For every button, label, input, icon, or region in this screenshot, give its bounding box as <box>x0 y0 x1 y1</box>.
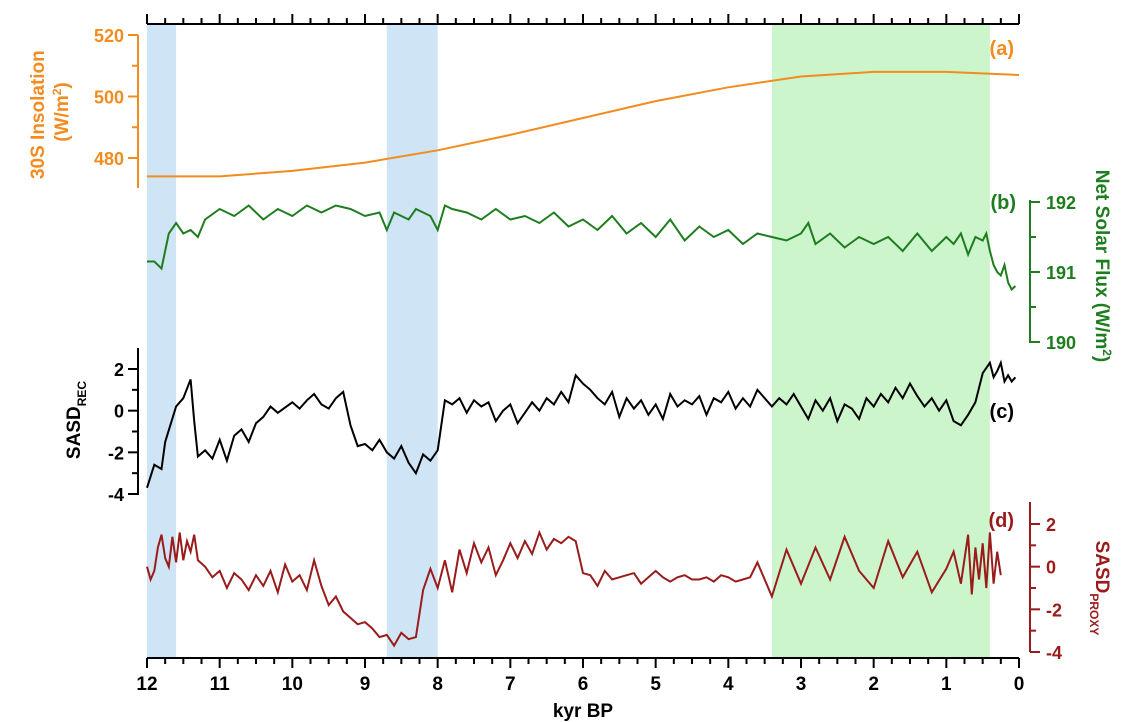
panel-d-y-tick-label: -4 <box>1046 643 1062 663</box>
panel-c-y-axis: -4 -2 0 2 <box>108 348 139 505</box>
panel-c-y-tick-label: -4 <box>108 485 124 505</box>
panel-d-y-tick-label: 0 <box>1046 558 1056 578</box>
x-tick-label: 7 <box>505 674 516 695</box>
panel-d-axis-label: SASDPROXY <box>1087 541 1112 636</box>
panel-d-axis-label-main: SASD <box>1091 541 1112 594</box>
panel-c-y-tick-label: 2 <box>114 360 124 380</box>
bottom-axis-ticks <box>146 658 1020 668</box>
top-axis-ticks <box>146 14 1020 24</box>
panel-d-axis-label-subscript: PROXY <box>1087 593 1101 635</box>
panel-c-label: (c) <box>990 401 1014 423</box>
bottom-axis: 12 11 10 9 8 7 6 5 4 3 2 1 0 kyr BP <box>136 657 1024 722</box>
x-tick-label: 12 <box>136 674 157 695</box>
panel-b-y-tick-label: 192 <box>1046 193 1076 213</box>
panel-b-y-tick-label: 190 <box>1046 333 1076 353</box>
panel-a: 480 500 520 30S Insolation (W/m2) (a) <box>28 26 1020 188</box>
x-tick-label: 9 <box>360 674 371 695</box>
panel-b-y-tick-label: 191 <box>1046 263 1076 283</box>
panel-b-series-line <box>147 204 1017 292</box>
panel-b-y-axis: 190 191 192 <box>1029 193 1076 353</box>
shaded-interval-1 <box>147 24 177 658</box>
panel-b-axis-label: Net Solar Flux (W/m2) <box>1091 170 1114 362</box>
panel-c-axis-label: SASDREC <box>64 381 89 459</box>
panel-b-unit-close: ) <box>1091 356 1112 362</box>
panel-a-unit-text: (W/m <box>52 95 73 141</box>
shaded-intervals <box>147 24 990 658</box>
panel-c-series-line <box>146 359 1017 489</box>
panel-c-axis-label-subscript: REC <box>75 381 89 407</box>
panel-b-unit-superscript: 2 <box>1100 349 1114 356</box>
panel-b-unit-text: Net Solar Flux (W/m <box>1091 170 1112 349</box>
x-tick-label: 11 <box>210 674 231 695</box>
x-axis-label: kyr BP <box>553 701 614 722</box>
panel-d-y-tick-label: 2 <box>1046 515 1056 535</box>
x-tick-label: 0 <box>1014 674 1025 695</box>
panel-a-label: (a) <box>990 38 1014 60</box>
x-tick-label: 2 <box>868 674 879 695</box>
panel-c: -4 -2 0 2 SASDREC (c) <box>64 348 1017 505</box>
panel-a-unit-close: ) <box>52 82 73 88</box>
top-axis <box>146 14 1020 25</box>
panel-a-axis-label-line1: 30S Insolation <box>28 50 49 179</box>
panel-b: 190 191 192 Net Solar Flux (W/m2) (b) <box>147 170 1114 362</box>
panel-a-axis-label: 30S Insolation (W/m2) <box>28 45 73 179</box>
panel-c-y-tick-label: -2 <box>108 443 124 463</box>
x-tick-label: 3 <box>796 674 807 695</box>
shaded-interval-2 <box>386 24 438 658</box>
panel-a-series-line <box>147 70 1020 178</box>
panel-a-axis-label-line2: (W/m2) <box>50 82 73 141</box>
x-tick-label: 5 <box>650 674 661 695</box>
panel-a-y-tick-label: 480 <box>94 149 124 169</box>
x-tick-label: 4 <box>723 674 734 695</box>
x-tick-label: 10 <box>282 674 303 695</box>
x-tick-label: 6 <box>578 674 589 695</box>
panel-b-label: (b) <box>990 192 1016 214</box>
bottom-axis-tick-labels: 12 11 10 9 8 7 6 5 4 3 2 1 0 <box>136 674 1024 695</box>
panel-a-unit-superscript: 2 <box>50 88 64 95</box>
panel-a-y-axis: 480 500 520 <box>94 26 139 188</box>
panel-a-y-tick-label: 520 <box>94 26 124 46</box>
x-tick-label: 8 <box>432 674 443 695</box>
x-tick-label: 1 <box>941 674 952 695</box>
panel-a-y-tick-label: 500 <box>94 88 124 108</box>
panel-d: -4 -2 0 2 SASDPROXY (d) <box>146 502 1112 663</box>
panel-c-axis-label-main: SASD <box>64 406 85 459</box>
panel-c-y-tick-label: 0 <box>114 402 124 422</box>
panel-d-label: (d) <box>988 510 1014 532</box>
panel-d-y-tick-label: -2 <box>1046 600 1062 620</box>
panel-d-y-axis: -4 -2 0 2 <box>1029 502 1062 663</box>
panel-d-series-line <box>146 529 1002 648</box>
